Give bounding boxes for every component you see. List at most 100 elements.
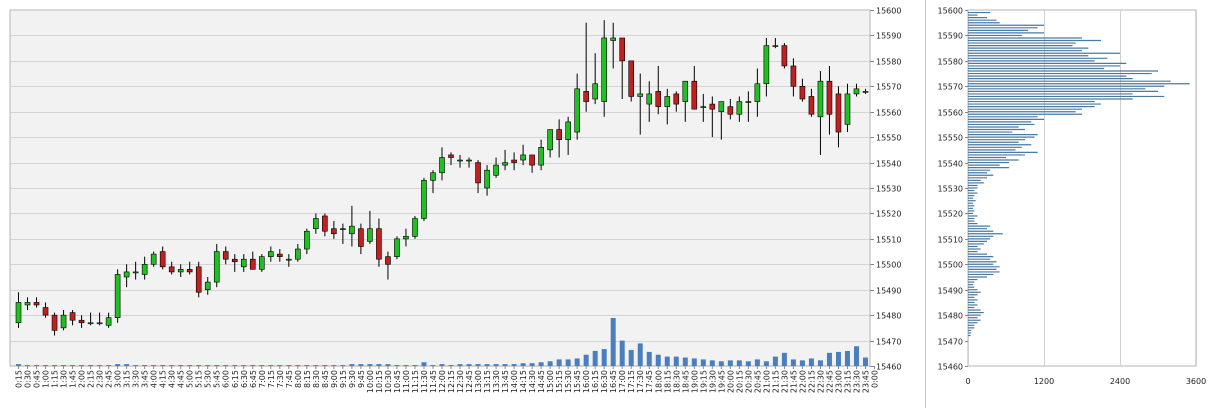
time-tick-label: 6:00 xyxy=(222,370,231,388)
candle-body xyxy=(69,312,76,321)
time-tick-label: 19:30 xyxy=(708,370,717,393)
volume-bar xyxy=(403,365,409,366)
candle-body xyxy=(484,169,490,189)
candle-body xyxy=(763,45,770,85)
time-tick-label: 16:00 xyxy=(582,370,591,393)
candle-body xyxy=(556,129,562,140)
time-tick-label: 19:00 xyxy=(690,370,699,393)
candle-body xyxy=(33,302,40,306)
profile-price-label: 15470 xyxy=(938,338,963,347)
time-tick-label: 19:15 xyxy=(699,370,708,393)
time-tick-label: 9:30 xyxy=(348,370,357,388)
candle-body xyxy=(132,271,139,274)
time-tick-label: 5:45 xyxy=(213,370,222,388)
profile-price-label: 15490 xyxy=(938,287,963,296)
candle-body xyxy=(204,281,211,291)
price-tick-label: 15540 xyxy=(876,160,901,169)
candle-body xyxy=(817,80,824,118)
candle-body xyxy=(592,83,598,100)
volume-bar xyxy=(43,365,49,366)
volume-bar xyxy=(628,350,634,366)
volume-bar xyxy=(673,356,679,366)
volume-bar xyxy=(682,357,688,366)
price-tick-label: 15500 xyxy=(876,261,901,270)
profile-price-label: 15560 xyxy=(938,109,963,118)
candle-body xyxy=(673,93,680,105)
volume-bar xyxy=(853,346,859,366)
candle-body xyxy=(529,154,535,166)
volume-bar xyxy=(493,364,499,366)
time-x-axis: 0:15 0:30 0:45 1:00 1:15 1:30 1:45 2:00 2:15 2:30… xyxy=(15,366,880,393)
time-tick-label: 17:15 xyxy=(627,370,636,393)
time-tick-label: 8:45 xyxy=(321,370,330,388)
time-tick-label: 0:30 xyxy=(24,370,33,388)
candle-body xyxy=(601,37,607,102)
time-tick-label: 12:15 xyxy=(447,370,456,393)
time-tick-label: 15:30 xyxy=(564,370,573,393)
time-tick-label: 10:45 xyxy=(393,370,402,393)
time-tick-label: 18:45 xyxy=(681,370,690,393)
candle-body xyxy=(376,228,382,260)
volume-bar xyxy=(295,365,301,366)
time-tick-label: 17:30 xyxy=(636,370,645,393)
candle-body xyxy=(799,85,806,100)
volume-bar xyxy=(133,365,139,366)
volume-bar xyxy=(691,358,697,366)
price-tick-label: 15560 xyxy=(876,109,901,118)
time-tick-label: 1:30 xyxy=(60,370,69,388)
time-tick-label: 8:15 xyxy=(303,370,312,388)
volume-bar xyxy=(223,365,229,366)
volume-bar xyxy=(781,352,787,366)
volume-bar xyxy=(385,364,391,366)
time-tick-label: 23:30 xyxy=(852,370,861,393)
time-tick-label: 22:30 xyxy=(816,370,825,393)
volume-bar xyxy=(331,365,337,366)
price-tick-label: 15490 xyxy=(876,287,901,296)
candle-body xyxy=(304,230,310,250)
candle-body xyxy=(808,96,815,115)
time-tick-label: 11:15 xyxy=(411,370,420,393)
volume-bar xyxy=(817,360,823,366)
volume-bar xyxy=(574,358,580,366)
volume-bar xyxy=(151,365,157,366)
candlesticks xyxy=(15,20,869,336)
volume-bar xyxy=(862,357,868,366)
time-tick-label: 5:30 xyxy=(204,370,213,388)
profile-price-label: 15580 xyxy=(938,58,963,67)
candle-body xyxy=(258,256,265,270)
volume-bar xyxy=(637,343,643,366)
candle-body xyxy=(222,251,229,260)
price-tick-label: 15590 xyxy=(876,32,901,41)
candle-body xyxy=(682,80,689,102)
volume-bar xyxy=(214,365,220,366)
volume-bar xyxy=(142,365,148,366)
time-tick-label: 21:45 xyxy=(789,370,798,393)
time-tick-label: 2:00 xyxy=(78,370,87,388)
profile-chart-panel xyxy=(967,9,1197,367)
volume-bar xyxy=(88,365,94,366)
volume-bar xyxy=(808,358,814,366)
candle-body xyxy=(385,256,391,265)
candle-body xyxy=(322,215,328,232)
volume-bar xyxy=(646,351,652,366)
candle-body xyxy=(358,228,364,247)
time-tick-label: 7:30 xyxy=(276,370,285,388)
candle-body xyxy=(475,162,481,184)
volume-bar xyxy=(70,365,76,366)
volume-profile-bars xyxy=(968,11,1190,337)
time-tick-label: 19:45 xyxy=(717,370,726,393)
volume-bar xyxy=(286,365,292,366)
time-tick-label: 9:00 xyxy=(330,370,339,388)
candle-body xyxy=(664,96,671,107)
time-tick-label: 4:45 xyxy=(177,370,186,388)
volume-bar xyxy=(349,364,355,366)
time-tick-label: 21:00 xyxy=(762,370,771,393)
profile-price-label: 15510 xyxy=(938,236,963,245)
candle-body xyxy=(114,274,121,318)
volume-bar xyxy=(52,365,58,366)
volume-bar xyxy=(97,365,103,366)
candle-body xyxy=(159,251,166,268)
candle-body xyxy=(466,159,472,162)
candle-body xyxy=(286,258,292,261)
price-tick-label: 15470 xyxy=(876,338,901,347)
